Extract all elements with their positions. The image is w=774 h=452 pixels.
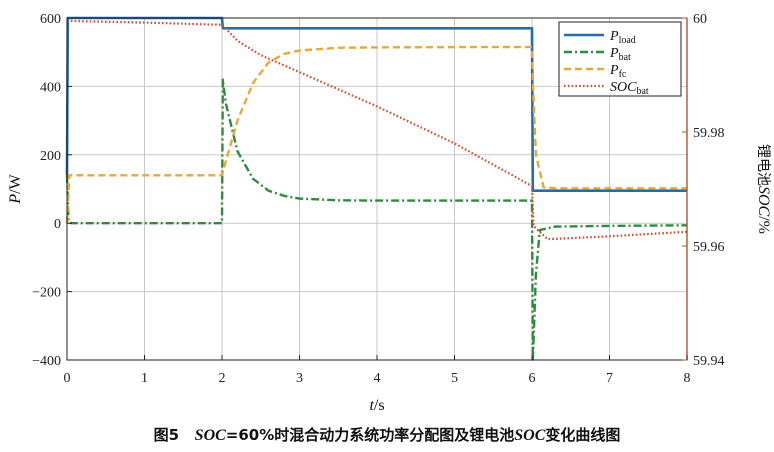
y-tick-label-right: 59.98 xyxy=(693,126,725,141)
legend-label-fc: Pfc xyxy=(609,63,627,80)
y-tick-label-left: −400 xyxy=(32,354,61,369)
caption-tail: 变化曲线图 xyxy=(545,426,621,444)
x-tick-label: 8 xyxy=(684,371,691,386)
y-tick-label-right: 60 xyxy=(693,12,707,27)
y-tick-label-left: 200 xyxy=(40,149,61,164)
y-tick-label-left: 0 xyxy=(54,217,61,232)
x-tick-label: 4 xyxy=(374,371,381,386)
x-tick-label: 7 xyxy=(606,371,613,386)
series-line-bat xyxy=(65,78,688,363)
caption-soc-a: SOC xyxy=(194,427,226,444)
x-tick-label: 2 xyxy=(219,371,226,386)
x-tick-label: 0 xyxy=(64,371,71,386)
x-tick-label: 5 xyxy=(451,371,458,386)
series-line-fc xyxy=(65,45,687,224)
x-axis-label: t/s xyxy=(369,397,384,414)
caption-soc-b: SOC xyxy=(514,427,546,444)
y-tick-label-left: 600 xyxy=(40,12,61,27)
figure-caption: 图5 SOC=60%时混合动力系统功率分配图及锂电池SOC变化曲线图 xyxy=(0,424,774,445)
y-tick-label-left: −200 xyxy=(32,286,61,301)
caption-mid: =60%时混合动力系统功率分配图及锂电池 xyxy=(225,426,515,444)
caption-label: 图5 xyxy=(153,426,179,444)
y-tick-label-left: 400 xyxy=(40,80,61,95)
legend-label-soc: SOCbat xyxy=(610,80,649,97)
x-tick-label: 3 xyxy=(296,371,303,386)
legend-label-bat: Pbat xyxy=(609,46,631,63)
y-axis-label-left: P/W xyxy=(7,173,24,204)
y-tick-label-right: 59.96 xyxy=(693,240,725,255)
axis-ticks: 0 1 2 3 4 5 6 7 8 600 400 200 0 −200 −400 60 59.98 59.96 5… xyxy=(32,12,724,386)
x-tick-label: 6 xyxy=(529,371,536,386)
y-axis-label-right: 锂电池SOC/% xyxy=(755,144,772,234)
series-line-soc xyxy=(66,19,688,241)
x-tick-label: 1 xyxy=(141,371,148,386)
y-tick-label-right: 59.94 xyxy=(693,354,725,369)
legend-label-load: Pload xyxy=(609,29,636,46)
